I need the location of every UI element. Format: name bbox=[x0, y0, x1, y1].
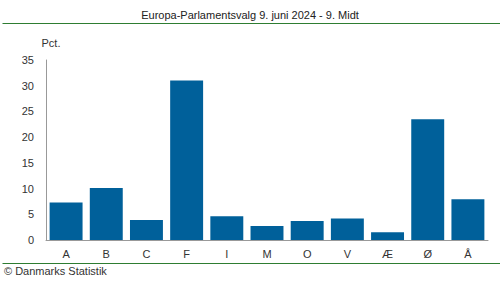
svg-text:C: C bbox=[142, 248, 150, 260]
svg-text:Pct.: Pct. bbox=[42, 37, 61, 49]
svg-text:F: F bbox=[183, 248, 190, 260]
svg-text:A: A bbox=[62, 248, 70, 260]
svg-text:20: 20 bbox=[22, 131, 34, 143]
svg-text:B: B bbox=[103, 248, 110, 260]
svg-text:© Danmarks Statistik: © Danmarks Statistik bbox=[4, 265, 107, 277]
svg-text:15: 15 bbox=[22, 157, 34, 169]
svg-text:I: I bbox=[225, 248, 228, 260]
svg-text:M: M bbox=[262, 248, 271, 260]
svg-text:Æ: Æ bbox=[382, 248, 393, 260]
svg-text:35: 35 bbox=[22, 54, 34, 66]
svg-text:30: 30 bbox=[22, 80, 34, 92]
svg-text:0: 0 bbox=[28, 234, 34, 246]
svg-text:Ø: Ø bbox=[423, 248, 432, 260]
svg-text:Europa-Parlamentsvalg 9. juni: Europa-Parlamentsvalg 9. juni 2024 - 9. … bbox=[141, 9, 359, 21]
svg-text:O: O bbox=[303, 248, 312, 260]
svg-text:V: V bbox=[344, 248, 352, 260]
svg-text:5: 5 bbox=[28, 208, 34, 220]
svg-text:10: 10 bbox=[22, 183, 34, 195]
svg-text:Å: Å bbox=[464, 248, 472, 260]
svg-text:25: 25 bbox=[22, 105, 34, 117]
